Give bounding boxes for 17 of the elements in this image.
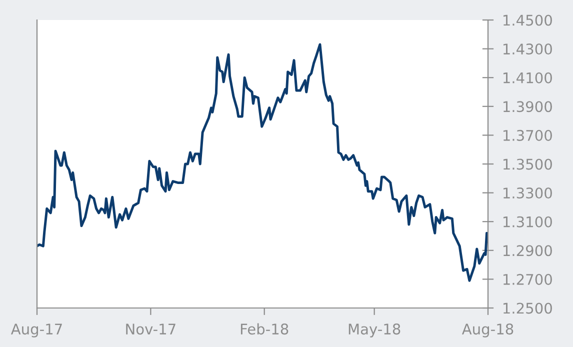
x-tick-label: Nov-17 <box>126 324 176 335</box>
y-tick-label: 1.4300 <box>503 44 552 55</box>
y-tick-label: 1.3100 <box>503 216 552 228</box>
y-tick-label: 1.2500 <box>503 302 552 314</box>
y-tick-label: 1.4100 <box>503 72 552 84</box>
y-tick-label: 1.3300 <box>503 188 552 199</box>
y-tick-label: 1.2900 <box>503 245 552 256</box>
x-tick-label: Aug-17 <box>10 324 62 338</box>
y-tick-label: 1.2700 <box>503 274 552 285</box>
x-tick-label: Feb-18 <box>240 323 288 335</box>
y-tick-label: 1.4500 <box>503 14 552 26</box>
x-tick-label: Aug-18 <box>462 324 514 338</box>
x-tick-label: May-18 <box>348 324 400 338</box>
y-tick-label: 1.3700 <box>503 130 552 141</box>
line-series <box>37 43 488 282</box>
y-tick-label: 1.3900 <box>503 101 552 112</box>
y-tick-label: 1.3500 <box>503 158 552 170</box>
